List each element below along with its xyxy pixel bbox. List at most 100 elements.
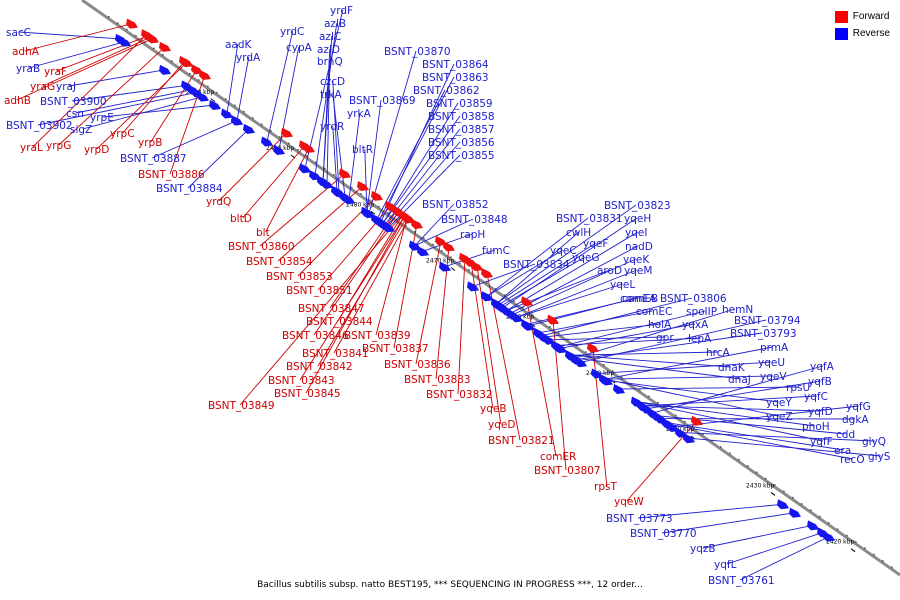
gene-label[interactable]: yqeM bbox=[624, 265, 652, 277]
gene-label[interactable]: azlC bbox=[319, 31, 341, 43]
gene-label[interactable]: BSNT_03851 bbox=[286, 285, 353, 297]
gene-arrow[interactable] bbox=[243, 123, 255, 134]
gene-label[interactable]: yrpG bbox=[46, 140, 71, 152]
gene-label[interactable]: BSNT_03857 bbox=[428, 124, 495, 136]
gene-arrow[interactable] bbox=[789, 507, 801, 518]
gene-arrow[interactable] bbox=[411, 218, 423, 229]
gene-label[interactable]: fumC bbox=[482, 245, 510, 257]
gene-arrow[interactable] bbox=[197, 91, 209, 102]
gene-label[interactable]: hemN bbox=[722, 304, 753, 316]
gene-label[interactable]: BSNT_03869 bbox=[349, 95, 416, 107]
gene-arrow[interactable] bbox=[511, 312, 523, 323]
gene-label[interactable]: yqfC bbox=[804, 391, 828, 403]
gene-arrow[interactable] bbox=[807, 520, 819, 531]
gene-label[interactable]: BSNT_03864 bbox=[422, 59, 489, 71]
gene-label[interactable]: BSNT_03831 bbox=[556, 213, 623, 225]
gene-arrow[interactable] bbox=[361, 206, 373, 217]
gene-arrow[interactable] bbox=[371, 190, 383, 201]
gene-label[interactable]: spoIIP bbox=[686, 306, 717, 318]
gene-label[interactable]: BSNT_03834 bbox=[503, 259, 570, 271]
gene-label[interactable]: BSNT_03843 bbox=[268, 375, 335, 387]
gene-label[interactable]: lepA bbox=[688, 333, 712, 345]
gene-label[interactable]: czcD bbox=[320, 76, 345, 88]
gene-label[interactable]: BSNT_03852 bbox=[422, 199, 489, 211]
gene-label[interactable]: BSNT_03821 bbox=[488, 435, 555, 447]
gene-label[interactable]: glyQ bbox=[862, 436, 886, 448]
gene-label[interactable]: BSNT_03856 bbox=[428, 137, 495, 149]
gene-arrow[interactable] bbox=[417, 246, 429, 257]
gene-label[interactable]: BSNT_03770 bbox=[630, 528, 697, 540]
gene-arrow[interactable] bbox=[663, 419, 675, 430]
gene-label[interactable]: yraB bbox=[16, 63, 40, 75]
gene-label[interactable]: dnaJ bbox=[728, 374, 751, 386]
gene-label[interactable]: yqzB bbox=[690, 543, 716, 555]
gene-label[interactable]: yrpC bbox=[110, 128, 135, 140]
gene-label[interactable]: adhB bbox=[4, 95, 31, 107]
gene-label[interactable]: dnaK bbox=[718, 362, 746, 374]
gene-label[interactable]: blt bbox=[256, 227, 270, 239]
gene-label[interactable]: BSNT_03853 bbox=[266, 271, 333, 283]
gene-label[interactable]: glyS bbox=[868, 451, 891, 463]
gene-label[interactable]: BSNT_03842 bbox=[286, 361, 353, 373]
gene-label[interactable]: BSNT_03837 bbox=[362, 343, 429, 355]
gene-label[interactable]: BSNT_03845 bbox=[274, 388, 341, 400]
gene-label[interactable]: yrpD bbox=[84, 144, 109, 156]
gene-label[interactable]: yqeY bbox=[766, 397, 792, 409]
gene-label[interactable]: BSNT_03839 bbox=[344, 330, 411, 342]
gene-label[interactable]: yqeI bbox=[625, 227, 647, 239]
gene-label[interactable]: BSNT_03833 bbox=[404, 374, 471, 386]
gene-label[interactable]: sigZ bbox=[70, 124, 92, 136]
gene-label[interactable]: yqfD bbox=[808, 406, 833, 418]
gene-label[interactable]: BSNT_03793 bbox=[730, 328, 797, 340]
gene-label[interactable]: aroD bbox=[597, 265, 622, 277]
gene-label[interactable]: yraJ bbox=[56, 81, 76, 93]
gene-arrow[interactable] bbox=[523, 320, 535, 331]
gene-arrow[interactable] bbox=[321, 178, 333, 189]
gene-label[interactable]: yqxA bbox=[682, 319, 709, 331]
gene-arrow[interactable] bbox=[343, 194, 355, 205]
gene-label[interactable]: BSNT_03902 bbox=[6, 120, 73, 132]
gene-label[interactable]: yqfL bbox=[714, 559, 737, 571]
gene-arrow[interactable] bbox=[439, 261, 451, 272]
gene-label[interactable]: BSNT_03832 bbox=[426, 389, 493, 401]
gene-arrow[interactable] bbox=[551, 340, 563, 351]
gene-label[interactable]: yqeF bbox=[583, 238, 608, 250]
gene-arrow[interactable] bbox=[273, 144, 285, 155]
gene-label[interactable]: comER bbox=[540, 451, 576, 463]
gene-label[interactable]: BSNT_03860 bbox=[228, 241, 295, 253]
gene-label[interactable]: BSNT_03858 bbox=[428, 111, 495, 123]
gene-arrow[interactable] bbox=[823, 531, 835, 542]
gene-arrow[interactable] bbox=[397, 209, 409, 220]
gene-label[interactable]: yraG bbox=[30, 81, 55, 93]
gene-arrow[interactable] bbox=[471, 261, 483, 272]
gene-arrow[interactable] bbox=[467, 281, 479, 292]
gene-arrow[interactable] bbox=[299, 163, 311, 174]
gene-label[interactable]: trkA bbox=[320, 89, 343, 101]
gene-label[interactable]: cdd bbox=[836, 429, 855, 441]
gene-label[interactable]: yqeU bbox=[758, 357, 785, 369]
gene-label[interactable]: yqeD bbox=[488, 419, 515, 431]
gene-label[interactable]: prmA bbox=[760, 342, 789, 354]
gene-label[interactable]: yqeK bbox=[623, 254, 650, 266]
gene-label[interactable]: comEC bbox=[636, 306, 672, 318]
gene-label[interactable]: yrkA bbox=[347, 108, 372, 120]
gene-label[interactable]: BSNT_03900 bbox=[40, 96, 107, 108]
gene-label[interactable]: yrpE bbox=[90, 112, 114, 124]
gene-label[interactable]: yrdA bbox=[236, 52, 261, 64]
gene-label[interactable]: dgkA bbox=[842, 414, 869, 426]
gene-label[interactable]: BSNT_03854 bbox=[246, 256, 313, 268]
gene-label[interactable]: BSNT_03884 bbox=[156, 183, 223, 195]
gene-label[interactable]: yraL bbox=[20, 142, 43, 154]
gene-arrow[interactable] bbox=[339, 168, 351, 179]
gene-label[interactable]: rpsT bbox=[594, 481, 617, 493]
gene-label[interactable]: yqfA bbox=[810, 361, 835, 373]
gene-arrow[interactable] bbox=[547, 314, 559, 325]
gene-label[interactable]: rapH bbox=[460, 229, 485, 241]
gene-arrow[interactable] bbox=[599, 374, 611, 385]
gene-arrow[interactable] bbox=[501, 305, 513, 316]
gene-label[interactable]: rpsU bbox=[786, 382, 810, 394]
gene-arrow[interactable] bbox=[481, 268, 493, 279]
gene-arrow[interactable] bbox=[777, 499, 789, 510]
gene-label[interactable]: holA bbox=[648, 319, 672, 331]
gene-label[interactable]: nadD bbox=[625, 241, 653, 253]
